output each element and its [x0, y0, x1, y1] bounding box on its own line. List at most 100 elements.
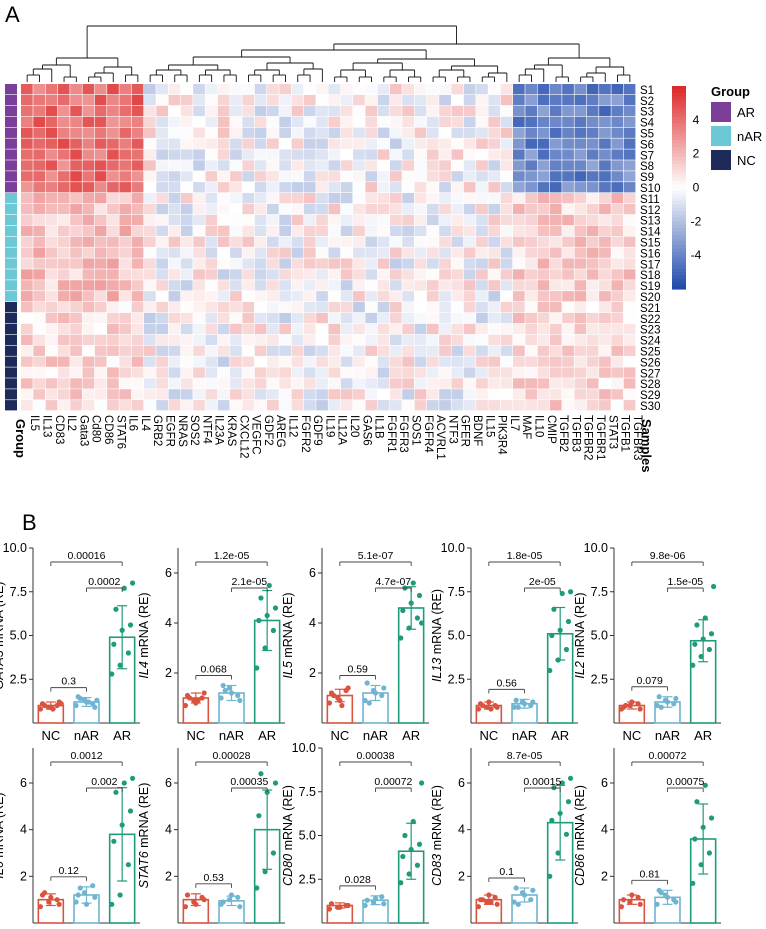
- data-point: [37, 706, 44, 712]
- heatmap-cell: [328, 225, 341, 236]
- data-point: [345, 902, 351, 909]
- heatmap-cell: [426, 225, 439, 236]
- heatmap-cell: [168, 312, 181, 324]
- heatmap-cell: [107, 182, 119, 193]
- heatmap-cell: [451, 171, 464, 182]
- heatmap-cell: [316, 214, 328, 226]
- heatmap-cell: [193, 345, 205, 356]
- heatmap-cell: [525, 236, 537, 247]
- heatmap-cell: [377, 269, 390, 280]
- heatmap-cell: [439, 171, 451, 182]
- p-value-label: 0.00035: [230, 776, 268, 788]
- data-point: [119, 822, 125, 828]
- heatmap-cell: [500, 105, 513, 117]
- gene-label: IL6: [127, 415, 139, 431]
- heatmap-cell: [230, 302, 242, 313]
- heatmap-cell: [45, 160, 58, 171]
- heatmap-cell: [353, 302, 365, 313]
- heatmap-cell: [500, 312, 513, 324]
- heatmap-cell: [119, 94, 132, 106]
- heatmap-cell: [623, 149, 636, 160]
- data-point: [266, 582, 272, 589]
- y-tick-label: 2: [601, 869, 608, 883]
- heatmap-cell: [586, 236, 599, 247]
- gene-label: EGFR: [163, 415, 175, 447]
- heatmap-cell: [119, 225, 132, 236]
- heatmap-cell: [242, 356, 255, 367]
- heatmap-cell: [586, 345, 599, 356]
- heatmap-cell: [549, 247, 562, 258]
- heatmap-cell: [562, 312, 574, 324]
- x-tick-label: AR: [694, 728, 712, 743]
- heatmap-cell: [439, 367, 451, 378]
- heatmap-cell: [623, 116, 636, 127]
- p-value-label: 0.53: [203, 872, 224, 884]
- colorbar-tick-label: -2: [691, 214, 702, 228]
- heatmap-cell: [414, 312, 427, 324]
- heatmap-cell: [316, 345, 328, 356]
- heatmap-cell: [267, 280, 279, 291]
- heatmap-cell: [488, 225, 501, 236]
- heatmap-cell: [390, 193, 402, 204]
- heatmap-cell: [267, 203, 279, 215]
- heatmap-cell: [599, 127, 611, 138]
- heatmap-cell: [439, 116, 451, 127]
- heatmap-cell: [254, 138, 267, 149]
- heatmap-cell: [525, 302, 537, 313]
- heatmap-cell: [156, 378, 168, 389]
- colorbar-segment: [672, 201, 686, 206]
- heatmap-cell: [33, 302, 45, 313]
- heatmap-cell: [328, 84, 341, 95]
- heatmap-cell: [513, 312, 525, 324]
- colorbar-tick-label: 4: [693, 113, 700, 127]
- heatmap-cell: [500, 258, 513, 269]
- p-value-label: 0.028: [345, 874, 371, 886]
- heatmap-cell: [623, 378, 636, 389]
- heatmap-cell: [57, 94, 70, 106]
- heatmap-cell: [33, 94, 45, 106]
- heatmap-cell: [193, 149, 205, 160]
- heatmap-cell: [33, 269, 45, 280]
- data-point: [125, 650, 132, 656]
- heatmap-cell: [217, 105, 230, 117]
- heatmap-cell: [402, 356, 414, 367]
- heatmap-cell: [316, 94, 328, 106]
- heatmap-cell: [340, 247, 353, 258]
- heatmap-cell: [57, 149, 70, 160]
- heatmap-cell: [291, 400, 304, 411]
- heatmap-cell: [316, 367, 328, 378]
- y-tick-label: 5.0: [299, 829, 316, 843]
- heatmap-cell: [303, 345, 316, 356]
- heatmap-cell: [45, 291, 58, 302]
- heatmap-cell: [439, 105, 451, 117]
- heatmap-cell: [414, 356, 427, 367]
- heatmap-cell: [463, 269, 476, 280]
- heatmap-cell: [353, 236, 365, 247]
- heatmap-cell: [353, 171, 365, 182]
- data-point: [410, 818, 416, 825]
- heatmap-cell: [426, 400, 439, 411]
- heatmap-cell: [94, 94, 107, 106]
- heatmap-cell: [340, 138, 353, 149]
- heatmap-cell: [168, 400, 181, 411]
- group-axis-label: Group: [13, 419, 28, 458]
- heatmap-cell: [574, 302, 587, 313]
- heatmap-cell: [513, 214, 525, 226]
- heatmap-cell: [611, 280, 624, 291]
- heatmap-cell: [574, 193, 587, 204]
- heatmap-cell: [574, 280, 587, 291]
- heatmap-cell: [94, 269, 107, 280]
- x-tick-label: AR: [551, 728, 569, 743]
- data-point: [635, 701, 641, 707]
- heatmap-cell: [205, 345, 218, 356]
- colorbar-segment: [672, 180, 686, 185]
- heatmap-cell: [426, 160, 439, 171]
- heatmap-cell: [205, 193, 218, 204]
- heatmap-cell: [476, 334, 488, 345]
- heatmap-cell: [525, 269, 537, 280]
- heatmap-cell: [586, 400, 599, 411]
- heatmap-cell: [316, 400, 328, 411]
- heatmap-cell: [340, 291, 353, 302]
- heatmap-cell: [537, 378, 550, 389]
